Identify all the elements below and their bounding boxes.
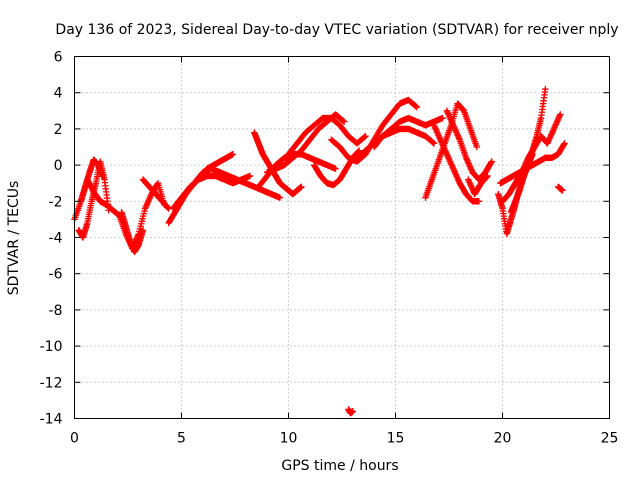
y-tick-labels: -14 -12 -10 -8 -6 -4 -2 0 2 4 6 (40, 50, 63, 428)
data-point (276, 194, 284, 201)
data-point (340, 118, 348, 125)
data-point (559, 187, 566, 194)
x-tick-label: 5 (177, 431, 186, 447)
y-tick-label: -14 (40, 412, 63, 428)
data-point (488, 158, 495, 165)
data-point (246, 172, 254, 180)
y-tick-label: 0 (54, 158, 63, 174)
data-point (473, 143, 481, 151)
x-tick-label: 25 (601, 431, 619, 447)
data-point (99, 172, 106, 180)
data-point (529, 151, 536, 158)
data-points (71, 85, 568, 417)
y-tick-label: -12 (40, 375, 63, 391)
axis-ticks (74, 56, 610, 419)
data-point (413, 103, 421, 111)
y-tick-label: -6 (49, 267, 63, 283)
data-point (340, 117, 347, 125)
data-point (429, 139, 437, 146)
x-tick-label: 15 (387, 431, 405, 447)
data-point (332, 165, 339, 172)
x-axis-title: GPS time / hours (281, 458, 398, 474)
y-tick-label: -4 (49, 231, 63, 247)
x-tick-labels: 0 5 10 15 20 25 (70, 431, 618, 447)
data-point (542, 85, 549, 93)
data-point (412, 103, 420, 110)
x-tick-label: 0 (70, 431, 79, 447)
data-point (361, 133, 368, 141)
data-point (484, 172, 491, 180)
data-point (139, 227, 147, 234)
y-tick-label: -2 (49, 194, 63, 210)
data-point (349, 408, 356, 415)
y-tick-label: 2 (54, 122, 63, 138)
y-axis-title: SDTVAR / TECUs (6, 181, 22, 296)
data-point (439, 114, 446, 122)
data-point (557, 111, 564, 118)
grid (74, 56, 610, 419)
y-tick-label: -8 (49, 303, 63, 319)
data-point (475, 198, 483, 205)
data-point (561, 140, 568, 147)
x-tick-label: 20 (494, 431, 512, 447)
y-tick-label: 4 (54, 86, 63, 102)
y-tick-label: 6 (54, 50, 63, 66)
data-point (229, 151, 237, 158)
data-point (362, 132, 369, 140)
x-tick-label: 10 (280, 431, 298, 447)
y-tick-label: -10 (40, 339, 63, 355)
data-point (298, 183, 305, 191)
chart-title: Day 136 of 2023, Sidereal Day-to-day VTE… (55, 22, 618, 38)
data-point (430, 140, 438, 147)
data-point (105, 207, 112, 214)
